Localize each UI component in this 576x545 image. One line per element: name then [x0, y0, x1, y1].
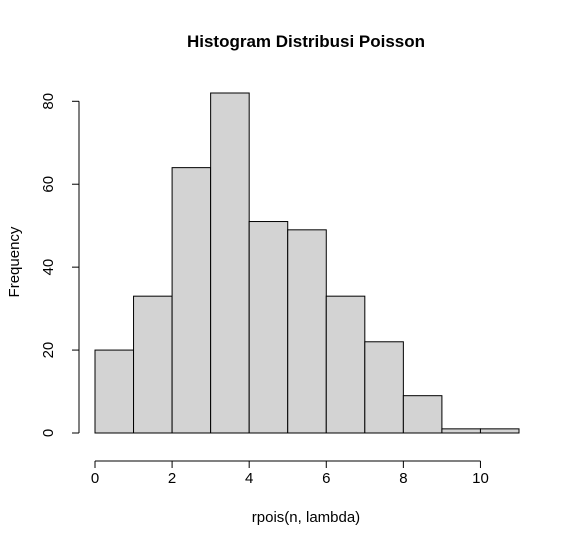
histogram-bar	[402, 395, 443, 434]
x-tick-label: 2	[168, 470, 176, 487]
y-axis: 0 20 40 60 80	[40, 93, 80, 437]
y-axis-label: Frequency	[6, 226, 23, 297]
histogram-bar	[364, 341, 404, 434]
histogram-bar	[94, 349, 135, 434]
histogram-bar	[133, 295, 173, 434]
histogram-bar	[287, 229, 327, 434]
x-tick-label: 10	[472, 470, 489, 487]
histogram-bar	[171, 167, 212, 434]
y-tick-label: 0	[40, 429, 57, 437]
histogram-bar	[325, 295, 366, 434]
histogram-bar	[210, 92, 250, 434]
x-tick-label: 6	[322, 470, 330, 487]
y-tick-label: 80	[40, 93, 57, 110]
x-tick-label: 8	[399, 470, 407, 487]
histogram-bar	[441, 428, 481, 434]
histogram-bar	[479, 428, 520, 434]
y-tick-label: 20	[40, 342, 57, 359]
chart-title: Histogram Distribusi Poisson	[187, 32, 425, 51]
y-tick-label: 60	[40, 176, 57, 193]
x-tick-label: 0	[91, 470, 99, 487]
bars-group	[94, 92, 520, 434]
histogram-bar	[248, 221, 289, 434]
x-axis-label: rpois(n, lambda)	[252, 509, 360, 526]
x-axis: 0 2 4 6 8 10	[91, 460, 489, 487]
y-tick-label: 40	[40, 259, 57, 276]
x-tick-label: 4	[245, 470, 253, 487]
